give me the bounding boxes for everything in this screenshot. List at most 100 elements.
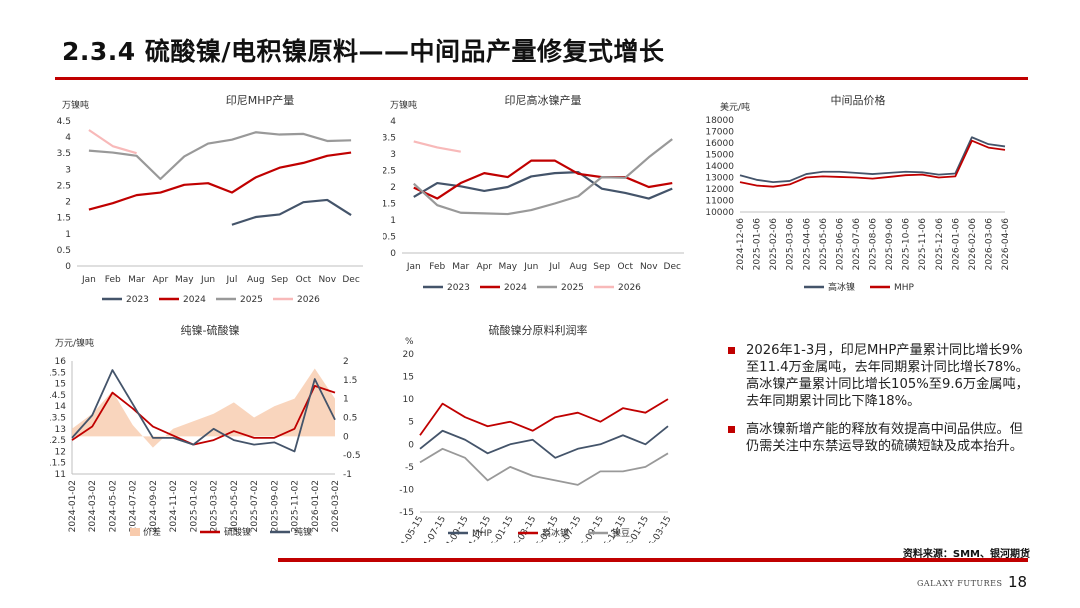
footer-rule	[278, 558, 1028, 562]
y-tick-label: -15	[399, 508, 414, 518]
price-chart: 中间品价格 美元/吨 10000 11000 12000 13000 14000 1500…	[700, 88, 1020, 303]
legend-label-高冰镍: 高冰镍	[828, 281, 855, 293]
y-tick-label: 13	[55, 425, 66, 435]
y2-tick-label: -1	[343, 470, 352, 480]
x-tick-label: 2026-04-06	[1001, 218, 1011, 271]
ni-chart-title: 纯镍-硫酸镍	[181, 323, 240, 337]
series-line-2025	[88, 131, 352, 181]
y-tick-label: 1.5	[57, 214, 71, 224]
x-tick-label: 2025-08-06	[869, 218, 879, 271]
y-tick-label: 1	[390, 216, 396, 226]
x-tick-label: Oct	[296, 275, 312, 285]
y2-tick-label: 1.5	[343, 376, 357, 386]
x-tick-label: Jan	[406, 262, 421, 272]
x-tick-label: 2024-05-02	[108, 480, 118, 532]
x-tick-label: 2024-12-06	[736, 218, 746, 271]
x-tick-label: 2025-11-02	[291, 480, 301, 532]
x-tick-label: 2025-07-02	[250, 480, 260, 532]
hin-chart-svg: 印尼高冰镍产量 万镍吨 0 0.5 1 1.5 2 2.5 3 3.5 4 Jan Feb Mar Ap…	[383, 93, 684, 293]
x-tick-label: May	[498, 262, 517, 272]
x-tick-label: 2025-01-02	[189, 480, 199, 532]
y-tick-label: 14.5	[50, 391, 66, 401]
y-tick-label: 10000	[705, 208, 734, 218]
margin-chart-svg: 硫酸镍分原料利润率 % -15-10-5051015202024-05-1520…	[391, 323, 674, 543]
x-tick-label: 2026-02-06	[968, 218, 978, 271]
hin-chart-title: 印尼高冰镍产量	[505, 93, 582, 107]
x-tick-label: 2025-10-06	[902, 218, 912, 271]
page-title: 2.3.4 硫酸镍/电积镍原料——中间品产量修复式增长	[62, 37, 665, 66]
series-area-价差	[72, 368, 335, 448]
y-tick-label: 0	[408, 440, 414, 450]
y2-tick-label: -0.5	[343, 451, 361, 461]
y-tick-label: 15	[403, 373, 414, 383]
x-tick-label: Jul	[548, 262, 560, 272]
legend-label-2025: 2025	[240, 295, 263, 305]
x-tick-label: Jun	[200, 275, 215, 285]
series-line-2024	[88, 151, 352, 211]
series-line-2024	[413, 159, 673, 200]
y-tick-label: 15	[55, 380, 66, 390]
y-tick-label: 12000	[705, 185, 734, 195]
ni-chart: 纯镍-硫酸镍 万元/镍吨 1111.51212.51313.51414.5151…	[50, 318, 380, 543]
x-tick-label: Apr	[153, 275, 169, 285]
y-tick-label: 3.5	[383, 134, 396, 144]
series-line-2025	[413, 138, 673, 216]
y-tick-label: 13.5	[50, 414, 66, 424]
series-line-2026	[88, 129, 137, 155]
y-tick-label: 3.5	[57, 149, 71, 159]
y-tick-label: 11000	[705, 197, 734, 207]
legend-label-硫酸镍: 硫酸镍	[224, 526, 251, 538]
x-tick-label: Jan	[81, 275, 96, 285]
mhp-chart-unit: 万镍吨	[62, 99, 89, 111]
x-tick-label: Oct	[617, 262, 633, 272]
x-tick-label: 2024-09-02	[149, 480, 159, 532]
x-tick-label: 2026-03-06	[984, 218, 994, 271]
x-tick-label: 2025-06-06	[835, 218, 845, 271]
y-tick-label: 2	[65, 198, 71, 208]
y-tick-label: 18000	[705, 116, 734, 126]
x-tick-label: 2025-03-02	[210, 480, 220, 532]
legend-label-镍豆: 镍豆	[612, 527, 630, 539]
y-tick-label: 17000	[705, 128, 734, 138]
margin-chart-title: 硫酸镍分原料利润率	[489, 323, 588, 337]
y-tick-label: 0.5	[57, 246, 71, 256]
y-tick-label: 4	[390, 117, 396, 127]
x-tick-label: 2025-05-06	[819, 218, 829, 271]
series-line-MHP	[739, 139, 1006, 188]
legend-label-2026: 2026	[297, 295, 320, 305]
y-tick-label: 15.5	[50, 368, 66, 378]
y-tick-label: 5	[408, 418, 414, 428]
series-line-高冰镍	[739, 136, 1006, 183]
x-tick-label: 2025-03-06	[786, 218, 796, 271]
y-tick-label: 0.5	[383, 233, 396, 243]
ni-chart-unit: 万元/镍吨	[55, 337, 94, 349]
series-line-2023	[231, 198, 352, 226]
y2-tick-label: 2	[343, 357, 349, 367]
x-tick-label: 2026-01-02	[311, 480, 321, 532]
bullet-square-icon	[728, 347, 735, 354]
x-tick-label: Apr	[476, 262, 492, 272]
y-tick-label: 1	[65, 230, 71, 240]
x-tick-label: Mar	[452, 262, 469, 272]
legend-label-MHP: MHP	[472, 529, 493, 539]
bullet-item: 2026年1-3月，印尼MHP产量累计同比增长9%至11.4万金属吨，去年同期累…	[728, 342, 1033, 410]
x-tick-label: 2025-09-06	[885, 218, 895, 271]
price-chart-unit: 美元/吨	[720, 101, 750, 113]
x-tick-label: Aug	[247, 275, 265, 285]
y-tick-label: 2	[390, 183, 396, 193]
bullet-text: 2026年1-3月，印尼MHP产量累计同比增长9%至11.4万金属吨，去年同期累…	[746, 343, 1029, 409]
x-tick-label: Nov	[318, 275, 336, 285]
hin-chart: 印尼高冰镍产量 万镍吨 0 0.5 1 1.5 2 2.5 3 3.5 4 Jan Feb Mar Ap…	[383, 88, 693, 313]
y-tick-label: 0	[390, 249, 396, 259]
y-tick-label: 14	[55, 402, 67, 412]
y-tick-label: 14000	[705, 162, 734, 172]
legend-label-高冰镍: 高冰镍	[542, 527, 569, 539]
y-tick-label: 12.5	[50, 436, 66, 446]
y-tick-label: 4.5	[57, 117, 71, 127]
y-tick-label: 13000	[705, 174, 734, 184]
legend-label-2023: 2023	[447, 283, 470, 293]
series-line-MHP	[419, 425, 669, 459]
y-tick-label: 10	[403, 395, 415, 405]
hin-chart-unit: 万镍吨	[390, 99, 417, 111]
x-tick-label: Dec	[342, 275, 359, 285]
